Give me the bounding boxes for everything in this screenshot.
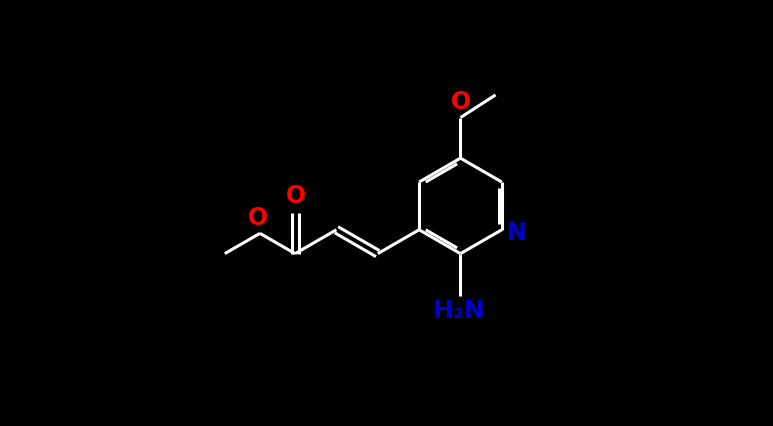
Text: H₂N: H₂N xyxy=(433,299,485,323)
Text: O: O xyxy=(451,90,471,114)
Text: N: N xyxy=(506,221,526,245)
Text: O: O xyxy=(247,206,267,230)
Text: O: O xyxy=(286,184,306,208)
